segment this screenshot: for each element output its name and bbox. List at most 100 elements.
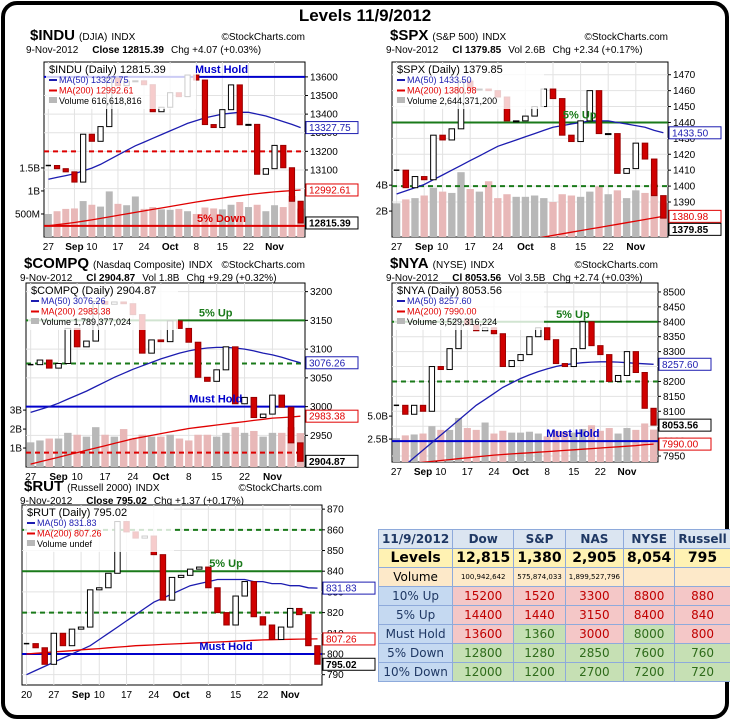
candle xyxy=(420,176,428,181)
x-tick-label: 10 xyxy=(437,242,449,253)
legend-entry: MA(50) 1433.50 xyxy=(407,75,472,85)
y-tick-label: 3200 xyxy=(310,287,333,298)
candle xyxy=(288,167,296,202)
y-tick-label: 1400 xyxy=(673,182,696,193)
y-tick-label: 3000 xyxy=(310,402,333,413)
volume-bar xyxy=(64,432,72,467)
volume-bar xyxy=(184,211,192,237)
x-tick-label: 24 xyxy=(488,467,500,478)
volume-tick-label: 1B xyxy=(28,186,41,197)
volume-bar xyxy=(632,190,640,237)
quote-item: Close 12815.39 xyxy=(92,45,164,56)
candle xyxy=(632,351,639,374)
symbol: $SPX xyxy=(390,27,428,44)
legend-box xyxy=(24,507,174,552)
volume-bar xyxy=(157,209,165,237)
value-box xyxy=(305,409,359,423)
header-cell: NYSE xyxy=(623,529,676,549)
y-tick-label: 1460 xyxy=(673,86,696,97)
value-box-label: 2983.38 xyxy=(309,412,346,423)
value-cell: 2850 xyxy=(564,643,625,663)
candle xyxy=(522,115,529,122)
volume-bar xyxy=(420,195,428,237)
candle xyxy=(45,359,53,369)
value-box xyxy=(322,657,376,671)
volume-bar xyxy=(596,430,604,462)
volume-bar xyxy=(605,428,613,462)
candle xyxy=(568,134,575,143)
candle xyxy=(254,123,261,175)
date: 9-Nov-2012 xyxy=(20,496,73,507)
value-cell: 1520 xyxy=(513,586,566,606)
volume-tick-label: 1.5B xyxy=(19,163,40,174)
volume-bar xyxy=(512,196,520,237)
volume-bar xyxy=(552,430,560,462)
candle xyxy=(623,351,631,376)
quote-item: Vol 1.8B xyxy=(142,273,180,284)
value-box-label: 1379.85 xyxy=(672,225,709,236)
candle xyxy=(632,142,640,170)
x-tick-label: Sep xyxy=(414,467,432,478)
candle xyxy=(287,406,295,444)
x-tick-label: 17 xyxy=(99,472,111,483)
candle xyxy=(219,109,226,129)
volume-bar xyxy=(448,192,456,237)
x-tick-label: 15 xyxy=(230,690,242,701)
header-cell: S&P xyxy=(513,529,566,549)
candle xyxy=(186,568,194,576)
legend-entry: MA(200) 7990.00 xyxy=(407,307,477,317)
candle xyxy=(402,404,409,415)
volume-tick-label: 4B xyxy=(376,181,389,192)
y-tick-label: 870 xyxy=(327,505,344,516)
candle xyxy=(168,576,176,601)
volume-tick-label: 2.5B xyxy=(367,435,388,446)
candle xyxy=(250,396,258,419)
volume-bar xyxy=(525,431,533,462)
value-box-label: 831.83 xyxy=(326,584,357,595)
symbol: $COMPQ xyxy=(24,255,89,272)
candle xyxy=(660,195,667,219)
symbol: $NYA xyxy=(390,255,429,272)
x-tick-label: 27 xyxy=(48,690,60,701)
quote-item: Cl 8053.56 xyxy=(452,273,501,284)
volume-bar xyxy=(262,211,270,237)
index-name: (S&P 500) xyxy=(432,32,478,43)
candle xyxy=(41,647,48,665)
candle xyxy=(213,369,220,382)
candle xyxy=(278,394,286,408)
quote-item: Chg +2.74 (+0.03%) xyxy=(552,273,642,284)
exchange: INDX xyxy=(471,260,495,271)
candle xyxy=(549,88,557,100)
value-box-label: 8053.56 xyxy=(662,421,699,432)
candle xyxy=(222,346,230,371)
level-label: 5% Up xyxy=(556,309,590,321)
candle xyxy=(297,442,304,462)
y-tick-label: 8350 xyxy=(663,332,686,343)
volume-bar xyxy=(604,194,612,237)
volume-bar xyxy=(540,198,548,237)
value-cell: 1,380 xyxy=(513,548,566,568)
candle xyxy=(641,372,648,409)
candle xyxy=(286,607,294,628)
volume-bar xyxy=(194,434,202,467)
value-cell: 840 xyxy=(674,605,730,625)
index-name: (Nasdaq Composite) xyxy=(93,260,185,271)
y-tick-label: 1390 xyxy=(673,198,696,209)
volume-bar xyxy=(82,436,91,467)
candle xyxy=(259,413,267,419)
candle xyxy=(271,144,278,170)
value-cell xyxy=(623,567,676,587)
volume-bar xyxy=(392,438,400,462)
exchange: INDX xyxy=(482,32,506,43)
candle xyxy=(446,348,453,371)
value-cell: 1200 xyxy=(513,662,566,682)
date: 9-Nov-2012 xyxy=(386,45,439,56)
volume-bar xyxy=(129,438,137,467)
volume-bar xyxy=(244,207,252,237)
x-tick-label: 24 xyxy=(127,472,139,483)
volume-bar xyxy=(236,202,244,237)
level-label: Must Hold xyxy=(546,428,599,440)
candle xyxy=(210,124,217,129)
candle xyxy=(73,327,81,348)
